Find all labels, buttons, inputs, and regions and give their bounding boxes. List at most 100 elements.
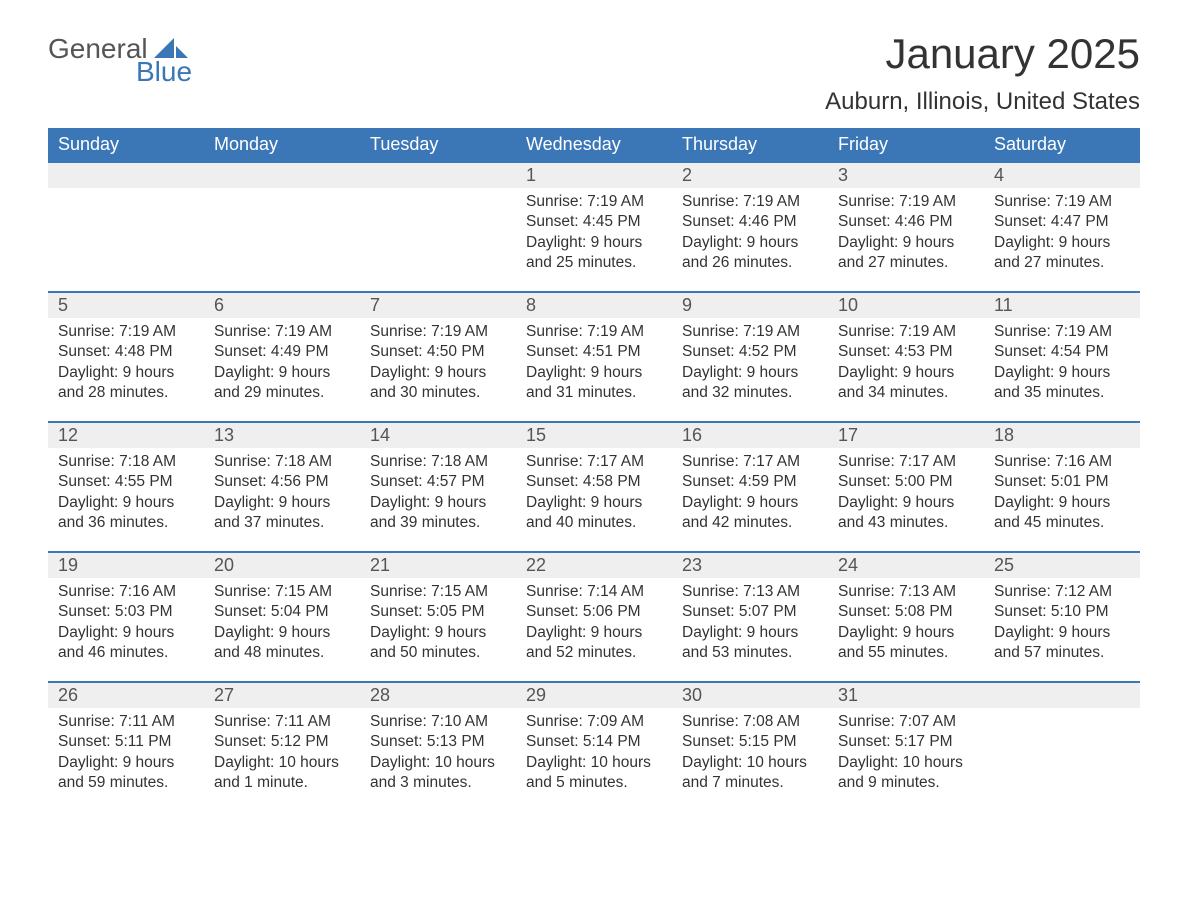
day-number-cell: 20 (204, 552, 360, 578)
day-content-cell: Sunrise: 7:11 AMSunset: 5:11 PMDaylight:… (48, 708, 204, 812)
day-sunrise: Sunrise: 7:07 AM (838, 712, 974, 732)
day-content-cell: Sunrise: 7:19 AMSunset: 4:53 PMDaylight:… (828, 318, 984, 422)
day-sunrise: Sunrise: 7:19 AM (994, 192, 1130, 212)
day-sunrise: Sunrise: 7:18 AM (370, 452, 506, 472)
day-content-cell: Sunrise: 7:19 AMSunset: 4:50 PMDaylight:… (360, 318, 516, 422)
day-sunset: Sunset: 4:45 PM (526, 212, 662, 232)
day-number-cell: 13 (204, 422, 360, 448)
day-sunrise: Sunrise: 7:09 AM (526, 712, 662, 732)
day-content-cell: Sunrise: 7:17 AMSunset: 4:59 PMDaylight:… (672, 448, 828, 552)
day-number-cell: 6 (204, 292, 360, 318)
day-day2: and 30 minutes. (370, 383, 506, 403)
day-day1: Daylight: 9 hours (682, 363, 818, 383)
day-sunset: Sunset: 5:10 PM (994, 602, 1130, 622)
day-number-cell: 17 (828, 422, 984, 448)
day-sunrise: Sunrise: 7:12 AM (994, 582, 1130, 602)
day-sunset: Sunset: 4:57 PM (370, 472, 506, 492)
day-sunset: Sunset: 5:08 PM (838, 602, 974, 622)
day-number-cell: 16 (672, 422, 828, 448)
day-day2: and 39 minutes. (370, 513, 506, 533)
weekday-header: Thursday (672, 128, 828, 162)
day-sunset: Sunset: 4:48 PM (58, 342, 194, 362)
day-sunrise: Sunrise: 7:16 AM (994, 452, 1130, 472)
day-day2: and 46 minutes. (58, 643, 194, 663)
day-day1: Daylight: 9 hours (58, 363, 194, 383)
day-sunrise: Sunrise: 7:19 AM (838, 192, 974, 212)
day-number-cell: 21 (360, 552, 516, 578)
day-content-cell: Sunrise: 7:19 AMSunset: 4:51 PMDaylight:… (516, 318, 672, 422)
day-day1: Daylight: 10 hours (838, 753, 974, 773)
day-sunrise: Sunrise: 7:19 AM (58, 322, 194, 342)
calendar-table: SundayMondayTuesdayWednesdayThursdayFrid… (48, 128, 1140, 812)
day-content-cell: Sunrise: 7:16 AMSunset: 5:03 PMDaylight:… (48, 578, 204, 682)
day-content-cell: Sunrise: 7:19 AMSunset: 4:46 PMDaylight:… (672, 188, 828, 292)
day-sunrise: Sunrise: 7:19 AM (682, 322, 818, 342)
day-number-cell: 12 (48, 422, 204, 448)
day-number-cell: 27 (204, 682, 360, 708)
day-day1: Daylight: 10 hours (682, 753, 818, 773)
day-sunset: Sunset: 4:59 PM (682, 472, 818, 492)
day-day1: Daylight: 9 hours (838, 233, 974, 253)
day-day1: Daylight: 9 hours (682, 493, 818, 513)
day-sunset: Sunset: 5:11 PM (58, 732, 194, 752)
day-day1: Daylight: 10 hours (526, 753, 662, 773)
day-sunset: Sunset: 5:07 PM (682, 602, 818, 622)
day-content-cell: Sunrise: 7:13 AMSunset: 5:08 PMDaylight:… (828, 578, 984, 682)
day-day2: and 5 minutes. (526, 773, 662, 793)
day-day2: and 59 minutes. (58, 773, 194, 793)
location-text: Auburn, Illinois, United States (825, 88, 1140, 116)
day-sunrise: Sunrise: 7:17 AM (838, 452, 974, 472)
day-sunset: Sunset: 4:53 PM (838, 342, 974, 362)
day-day1: Daylight: 9 hours (214, 493, 350, 513)
week-content-row: Sunrise: 7:18 AM Sunset: 4:55 PM Daylight:… (48, 448, 1140, 552)
day-number-cell: 7 (360, 292, 516, 318)
day-sunset: Sunset: 4:54 PM (994, 342, 1130, 362)
day-sunset: Sunset: 4:49 PM (214, 342, 350, 362)
day-content-cell: Sunrise: 7:12 AMSunset: 5:10 PMDaylight:… (984, 578, 1140, 682)
day-day2: and 57 minutes. (994, 643, 1130, 663)
weekday-header: Saturday (984, 128, 1140, 162)
day-day1: Daylight: 9 hours (994, 493, 1130, 513)
day-number-cell: 18 (984, 422, 1140, 448)
day-sunrise: Sunrise: 7:08 AM (682, 712, 818, 732)
day-day1: Daylight: 9 hours (526, 363, 662, 383)
day-content-cell (48, 188, 204, 292)
day-day1: Daylight: 9 hours (214, 363, 350, 383)
day-sunrise: Sunrise: 7:14 AM (526, 582, 662, 602)
day-day2: and 1 minute. (214, 773, 350, 793)
day-content-cell: Sunrise: 7:19 AMSunset: 4:52 PMDaylight:… (672, 318, 828, 422)
day-sunrise: Sunrise: 7:19 AM (682, 192, 818, 212)
week-number-row: 12131415161718 (48, 422, 1140, 448)
day-day1: Daylight: 9 hours (526, 623, 662, 643)
day-sunrise: Sunrise: 7:19 AM (994, 322, 1130, 342)
day-content-cell: Sunrise: 7:14 AMSunset: 5:06 PMDaylight:… (516, 578, 672, 682)
day-day2: and 3 minutes. (370, 773, 506, 793)
day-sunset: Sunset: 4:46 PM (838, 212, 974, 232)
calendar-header: SundayMondayTuesdayWednesdayThursdayFrid… (48, 128, 1140, 162)
weekday-header: Sunday (48, 128, 204, 162)
day-number-cell: 1 (516, 162, 672, 188)
day-number-cell: 23 (672, 552, 828, 578)
day-sunrise: Sunrise: 7:11 AM (58, 712, 194, 732)
day-content-cell: Sunrise: 7:18 AMSunset: 4:55 PMDaylight:… (48, 448, 204, 552)
day-sunrise: Sunrise: 7:19 AM (526, 322, 662, 342)
day-content-cell: Sunrise: 7:16 AMSunset: 5:01 PMDaylight:… (984, 448, 1140, 552)
day-content-cell: Sunrise: 7:17 AMSunset: 5:00 PMDaylight:… (828, 448, 984, 552)
day-content-cell: Sunrise: 7:08 AMSunset: 5:15 PMDaylight:… (672, 708, 828, 812)
week-content-row: Sunrise: 7:19 AMSunset: 4:48 PMDaylight:… (48, 318, 1140, 422)
title-block: January 2025 Auburn, Illinois, United St… (825, 30, 1140, 116)
day-sunset: Sunset: 4:55 PM (58, 472, 194, 492)
day-day2: and 27 minutes. (994, 253, 1130, 273)
day-sunset: Sunset: 5:00 PM (838, 472, 974, 492)
day-day1: Daylight: 9 hours (58, 623, 194, 643)
day-sunset: Sunset: 4:56 PM (214, 472, 350, 492)
logo-word1: General (48, 34, 148, 63)
day-number-cell: 19 (48, 552, 204, 578)
day-number-cell (204, 162, 360, 188)
day-day2: and 7 minutes. (682, 773, 818, 793)
day-sunrise: Sunrise: 7:19 AM (838, 322, 974, 342)
weekday-header: Monday (204, 128, 360, 162)
week-content-row: Sunrise: 7:19 AM Sunset: 4:45 PM Daylight:… (48, 188, 1140, 292)
day-number-cell: 4 (984, 162, 1140, 188)
week-number-row: 262728293031 (48, 682, 1140, 708)
